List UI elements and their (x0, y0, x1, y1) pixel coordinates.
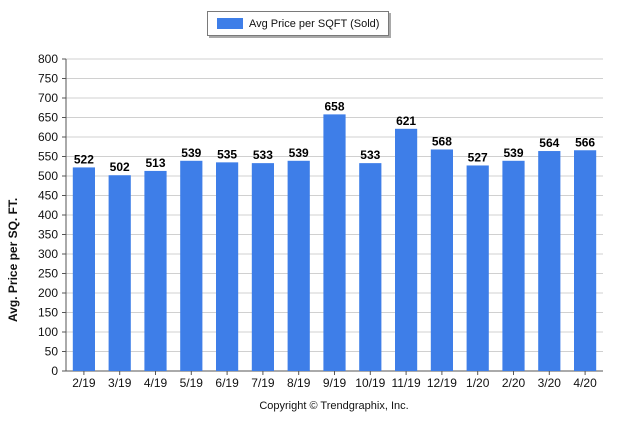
bar (72, 167, 95, 371)
data-label: 658 (324, 99, 344, 113)
data-label: 564 (539, 136, 559, 150)
y-tick-label: 650 (38, 111, 58, 125)
copyright-text: Copyright © Trendgraphix, Inc. (259, 400, 409, 412)
legend-label: Avg Price per SQFT (Sold) (249, 17, 380, 30)
data-label: 539 (503, 146, 523, 160)
x-tick-label: 2/20 (502, 376, 526, 390)
bar (287, 160, 310, 371)
y-tick-label: 550 (38, 150, 58, 164)
x-tick-label: 1/20 (466, 376, 490, 390)
bar (108, 175, 131, 371)
y-tick-label: 100 (38, 325, 58, 339)
y-tick-label: 200 (38, 286, 58, 300)
x-tick-label: 4/19 (144, 376, 168, 390)
x-tick-label: 4/20 (573, 376, 597, 390)
data-label: 539 (181, 146, 201, 160)
data-label: 533 (360, 148, 380, 162)
x-tick-label: 10/19 (355, 376, 385, 390)
bar (430, 149, 453, 371)
x-tick-label: 6/19 (215, 376, 239, 390)
bar (323, 114, 346, 371)
data-label: 568 (432, 134, 452, 148)
y-tick-label: 800 (38, 52, 58, 66)
y-tick-label: 500 (38, 169, 58, 183)
data-label: 539 (289, 146, 309, 160)
x-tick-label: 7/19 (251, 376, 275, 390)
y-tick-label: 0 (51, 364, 58, 378)
y-tick-label: 250 (38, 267, 58, 281)
x-tick-label: 9/19 (323, 376, 347, 390)
data-label: 533 (253, 148, 273, 162)
bar (359, 163, 382, 371)
data-label: 527 (468, 150, 488, 164)
bar (538, 151, 561, 371)
y-tick-label: 750 (38, 72, 58, 86)
data-label: 522 (74, 152, 94, 166)
bar (144, 170, 167, 371)
bar (216, 162, 239, 371)
chart-legend: Avg Price per SQFT (Sold) (207, 11, 389, 36)
data-label: 535 (217, 147, 237, 161)
bar (502, 160, 525, 371)
bar (574, 150, 597, 371)
y-tick-label: 450 (38, 189, 58, 203)
bar (395, 128, 418, 371)
x-tick-label: 8/19 (287, 376, 311, 390)
y-tick-label: 700 (38, 91, 58, 105)
data-label: 566 (575, 135, 595, 149)
x-tick-label: 11/19 (392, 376, 421, 390)
data-label: 621 (396, 114, 416, 128)
legend-swatch (217, 18, 243, 29)
y-tick-label: 350 (38, 228, 58, 242)
x-tick-label: 5/19 (180, 376, 204, 390)
data-label: 502 (110, 160, 130, 174)
x-tick-label: 2/19 (72, 376, 96, 390)
y-tick-label: 150 (38, 306, 58, 320)
bar (466, 165, 489, 371)
y-tick-label: 400 (38, 208, 58, 222)
x-tick-label: 3/20 (538, 376, 562, 390)
y-tick-label: 600 (38, 130, 58, 144)
y-axis-title: Avg. Price per SQ. FT. (6, 197, 20, 322)
y-tick-label: 50 (45, 345, 59, 359)
y-tick-label: 300 (38, 247, 58, 261)
data-label: 513 (145, 156, 165, 170)
bar (251, 163, 274, 371)
bar (180, 160, 203, 371)
x-tick-label: 3/19 (108, 376, 132, 390)
x-tick-label: 12/19 (427, 376, 457, 390)
